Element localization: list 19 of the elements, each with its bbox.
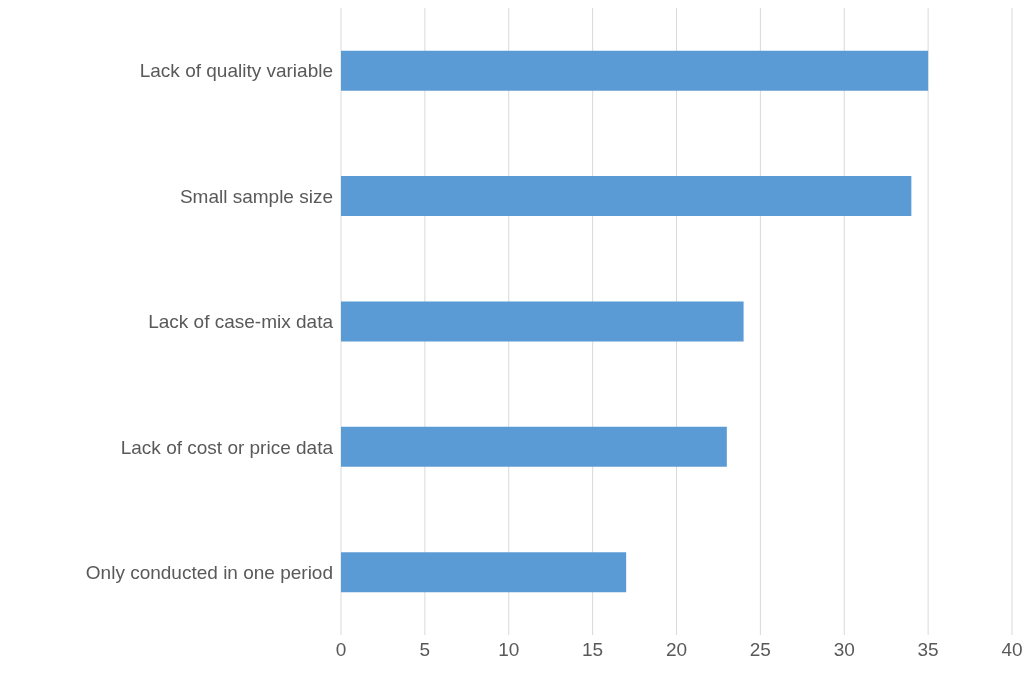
x-tick-label: 10	[498, 639, 520, 661]
y-tick-label: Only conducted in one period	[85, 562, 333, 584]
x-tick-label: 15	[582, 639, 604, 661]
y-tick-label: Lack of case-mix data	[148, 311, 334, 333]
x-tick-label: 25	[749, 639, 771, 661]
y-tick-label: Small sample size	[179, 185, 333, 207]
bar	[341, 426, 727, 467]
x-tick-label: 35	[917, 639, 939, 661]
y-tick-label: Lack of quality variable	[139, 60, 333, 82]
bar	[341, 301, 744, 342]
bar	[341, 552, 627, 593]
bar	[341, 50, 929, 91]
x-tick-label: 30	[833, 639, 855, 661]
y-tick-label: Lack of cost or price data	[120, 436, 334, 458]
x-tick-label: 20	[665, 639, 688, 661]
x-tick-label: 0	[335, 639, 347, 661]
bar	[341, 176, 912, 217]
x-tick-label: 5	[419, 639, 431, 661]
x-tick-label: 40	[1001, 639, 1023, 661]
